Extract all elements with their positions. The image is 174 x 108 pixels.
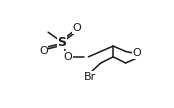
Text: O: O (64, 52, 73, 62)
Text: O: O (39, 46, 48, 56)
Text: O: O (72, 23, 81, 33)
Text: Br: Br (84, 72, 96, 82)
Text: O: O (132, 48, 141, 58)
Text: S: S (58, 36, 66, 49)
